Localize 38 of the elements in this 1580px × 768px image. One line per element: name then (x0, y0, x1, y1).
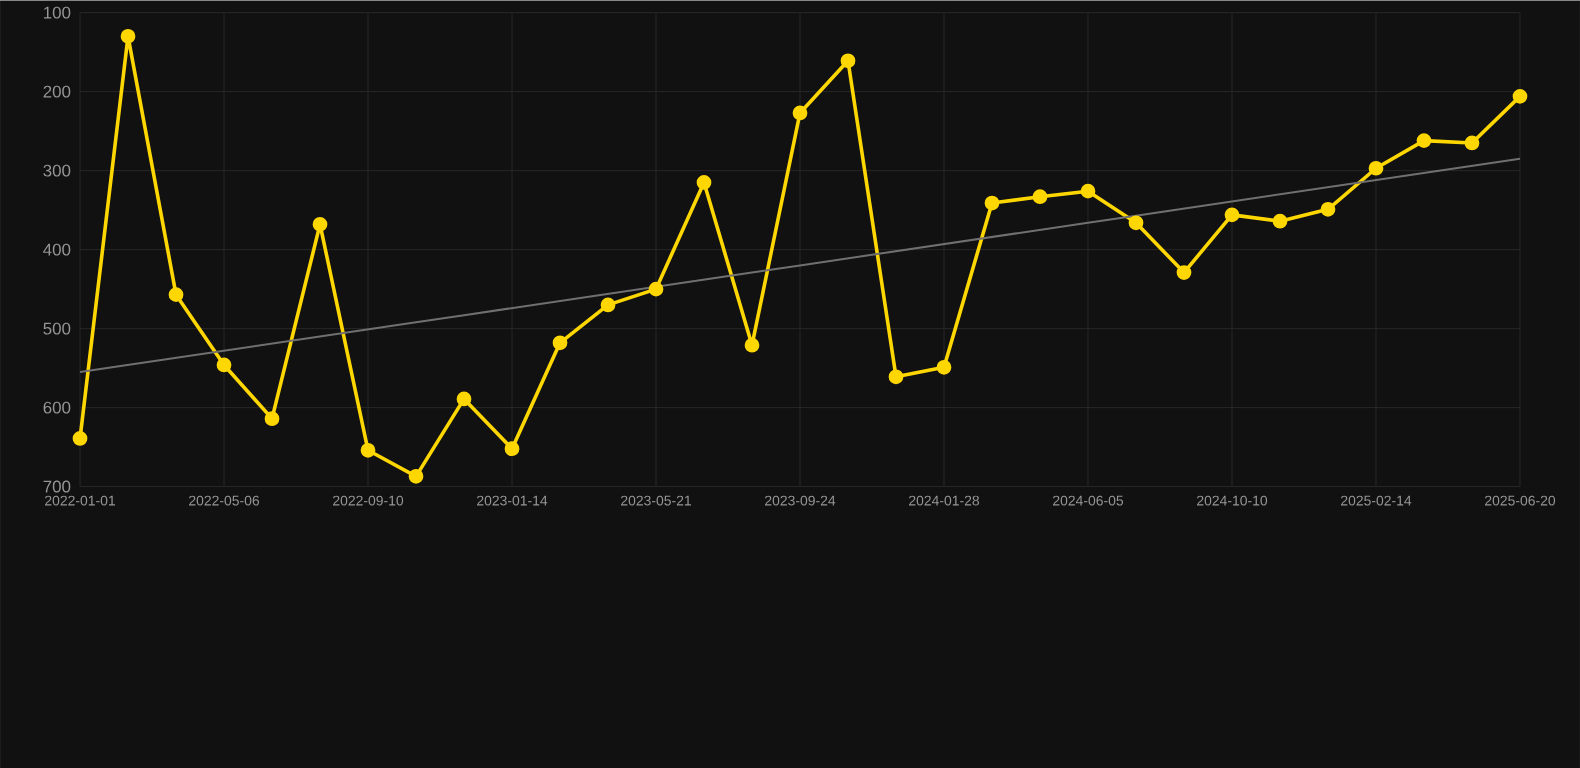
point (504, 441, 520, 456)
point (1272, 213, 1288, 229)
point (1416, 132, 1432, 148)
y-tick-label: 100 (44, 6, 71, 19)
point (840, 53, 856, 68)
point (696, 174, 712, 190)
point (1368, 160, 1384, 176)
point (744, 337, 760, 353)
point (936, 359, 952, 375)
point (1128, 215, 1144, 230)
y-tick-label: 200 (43, 85, 71, 98)
point (792, 105, 808, 121)
point (216, 357, 232, 373)
point (552, 335, 568, 350)
y-tick-label: 400 (43, 243, 71, 256)
point (1080, 183, 1096, 199)
point (408, 468, 424, 484)
point (1032, 189, 1048, 204)
point (264, 411, 280, 426)
point (456, 391, 472, 407)
point (984, 195, 1000, 211)
point (168, 286, 184, 302)
y-tick-label: 600 (43, 401, 71, 414)
point (312, 216, 328, 232)
point (648, 281, 664, 297)
point (72, 430, 88, 446)
point (1176, 264, 1192, 280)
point (1464, 135, 1480, 151)
y-tick-label: 500 (43, 322, 71, 335)
point (600, 297, 616, 313)
point (888, 369, 904, 384)
point (1512, 88, 1528, 104)
y-tick-label: 300 (43, 164, 71, 177)
point (1320, 201, 1336, 217)
point (360, 442, 376, 458)
y-tick-label: 700 (43, 480, 71, 493)
point (120, 28, 136, 44)
point (1224, 207, 1240, 222)
